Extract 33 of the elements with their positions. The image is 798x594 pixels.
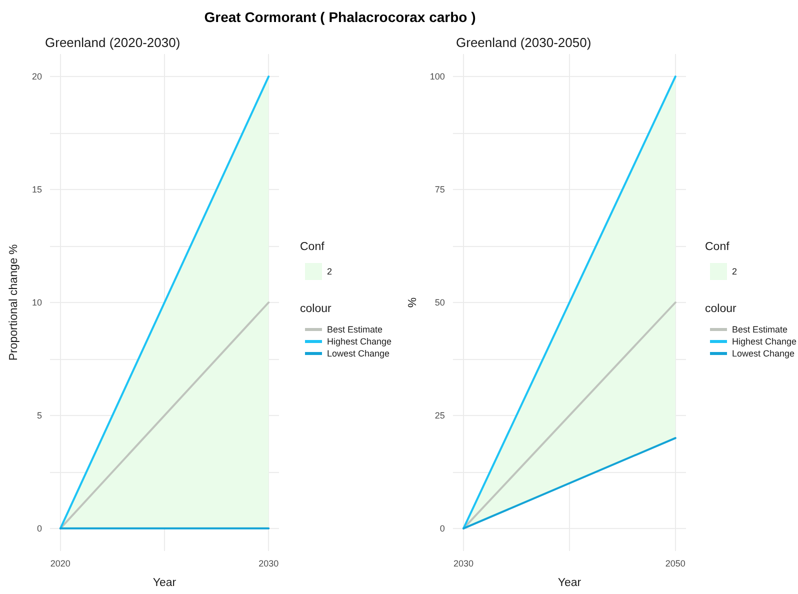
- y-tick-label: 5: [36, 410, 42, 420]
- legend-label: Highest Change: [732, 336, 797, 346]
- y-tick-label: 75: [434, 184, 445, 195]
- legend-label: 2: [732, 266, 738, 276]
- text: Great Cormorant ( Phalacrocorax carbo ): [203, 9, 477, 25]
- y-axis-title: %: [407, 297, 419, 308]
- legend-title: Conf: [300, 241, 326, 253]
- legend-label: Best Estimate: [732, 324, 788, 334]
- chart-subtitle: Greenland (2020-2030): [45, 35, 180, 50]
- legend-label: Highest Change: [327, 336, 392, 346]
- legend-label: Lowest Change: [732, 348, 795, 358]
- legend-label: Best Estimate: [327, 324, 383, 334]
- chart-subtitle: Greenland (2030-2050): [456, 35, 592, 50]
- text: colour: [300, 303, 332, 315]
- legend-label: 2: [327, 266, 332, 276]
- y-tick-label: 15: [32, 184, 42, 195]
- y-tick-label: 0: [440, 523, 445, 534]
- x-tick-label: 2030: [453, 558, 474, 568]
- y-axis-title: Proportional change %: [8, 244, 20, 361]
- y-tick-label: 25: [434, 410, 445, 420]
- x-tick-label: 2030: [258, 558, 279, 568]
- y-tick-label: 10: [32, 298, 42, 308]
- y-tick-label: 0: [36, 523, 42, 534]
- y-tick-label: 100: [430, 72, 445, 82]
- x-axis-title: Year: [558, 577, 582, 589]
- y-tick-label: 20: [32, 72, 42, 82]
- x-tick-label: 2050: [665, 558, 686, 568]
- legend-label: Lowest Change: [327, 348, 390, 358]
- x-tick-label: 2020: [50, 558, 70, 568]
- y-tick-label: 50: [434, 298, 445, 308]
- text: colour: [705, 303, 736, 315]
- x-axis-title: Year: [152, 577, 176, 589]
- legend-title: Conf: [705, 241, 730, 253]
